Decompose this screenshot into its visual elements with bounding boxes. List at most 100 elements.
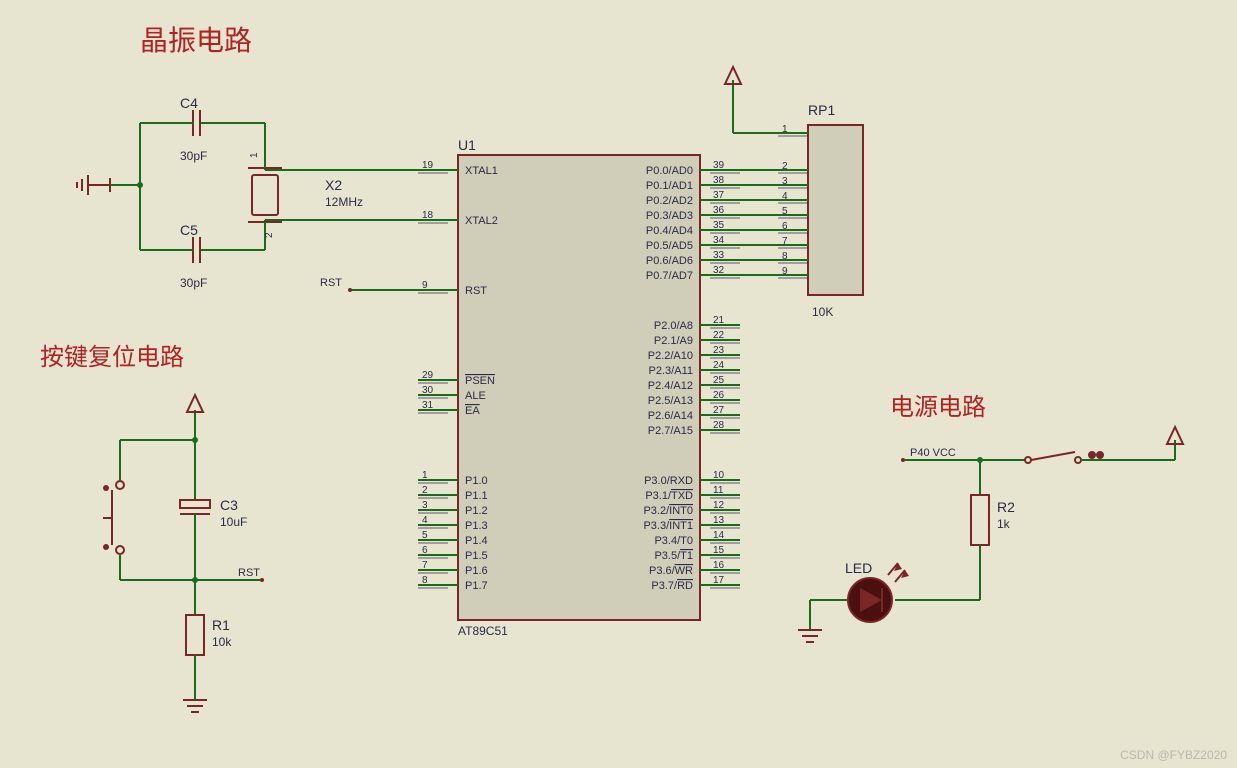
crystal-x2: 1 2 X2 12MHz [248, 150, 363, 240]
crystal-circuit: 1 2 X2 12MHz C4 30pF C5 30pF [77, 95, 418, 290]
svg-text:24: 24 [713, 360, 725, 371]
svg-text:35: 35 [713, 220, 725, 231]
watermark: CSDN @FYBZ2020 [1120, 748, 1227, 762]
svg-text:P2.7/A15: P2.7/A15 [648, 425, 693, 437]
svg-text:P1.4: P1.4 [465, 535, 488, 547]
reset-circuit: C3 10uF RST R1 10k [103, 395, 264, 712]
svg-text:16: 16 [713, 560, 725, 571]
svg-text:P0.1/AD1: P0.1/AD1 [646, 180, 693, 192]
svg-text:P1.5: P1.5 [465, 550, 488, 562]
section-crystal-title: 晶振电路 [140, 25, 252, 56]
svg-text:P0.7/AD7: P0.7/AD7 [646, 270, 693, 282]
c4-ref: C4 [180, 95, 198, 111]
svg-text:P0.6/AD6: P0.6/AD6 [646, 255, 693, 267]
section-reset-title: 按键复位电路 [40, 344, 184, 371]
section-power-title: 电源电路 [890, 394, 986, 421]
svg-text:RST: RST [465, 285, 487, 297]
svg-text:P0.4/AD4: P0.4/AD4 [646, 225, 693, 237]
svg-text:38: 38 [713, 175, 725, 186]
svg-text:6: 6 [782, 221, 788, 232]
svg-text:P3.7/RD: P3.7/RD [651, 580, 693, 592]
svg-text:8: 8 [422, 575, 428, 586]
svg-text:36: 36 [713, 205, 725, 216]
resistor-r2: R2 1k [971, 457, 1015, 600]
r1-ref: R1 [212, 617, 230, 633]
svg-text:P3.3/INT1: P3.3/INT1 [643, 520, 693, 532]
led: LED [810, 560, 980, 622]
svg-text:P2.5/A13: P2.5/A13 [648, 395, 693, 407]
power-circuit: P40 VCC R2 1k [798, 427, 1183, 642]
ground-crystal [77, 175, 110, 195]
svg-text:PSEN: PSEN [465, 375, 495, 387]
svg-text:39: 39 [713, 160, 725, 171]
led-ref: LED [845, 560, 872, 576]
cap-c3: C3 10uF [180, 440, 247, 580]
u1-ref: U1 [458, 137, 476, 153]
svg-text:P2.3/A11: P2.3/A11 [649, 365, 693, 377]
net-rst-label: RST [238, 567, 260, 579]
svg-text:RST: RST [320, 277, 342, 289]
push-button [103, 440, 124, 580]
c3-ref: C3 [220, 497, 238, 513]
ic-u1: U1 AT89C51 19XTAL118XTAL29RST29PSEN30ALE… [418, 137, 740, 638]
svg-text:3: 3 [422, 500, 428, 511]
p40vcc-label: P40 VCC [910, 447, 956, 459]
svg-text:2: 2 [422, 485, 428, 496]
c3-value: 10uF [220, 515, 247, 529]
svg-text:2: 2 [782, 161, 788, 172]
svg-text:P3.0/RXD: P3.0/RXD [644, 475, 693, 487]
svg-text:P1.6: P1.6 [465, 565, 488, 577]
svg-text:33: 33 [713, 250, 725, 261]
svg-text:P2.6/A14: P2.6/A14 [648, 410, 693, 422]
svg-text:19: 19 [422, 160, 434, 171]
svg-text:P1.3: P1.3 [465, 520, 488, 532]
svg-text:2: 2 [264, 232, 275, 238]
cap-c4: C4 30pF [140, 95, 215, 163]
svg-text:P0.2/AD2: P0.2/AD2 [646, 195, 693, 207]
svg-text:P0.5/AD5: P0.5/AD5 [646, 240, 693, 252]
svg-text:34: 34 [713, 235, 725, 246]
svg-text:25: 25 [713, 375, 725, 386]
c4-value: 30pF [180, 149, 207, 163]
r2-value: 1k [997, 517, 1011, 531]
svg-text:14: 14 [713, 530, 725, 541]
svg-text:P0.0/AD0: P0.0/AD0 [646, 165, 693, 177]
ground-reset [183, 700, 207, 712]
svg-text:26: 26 [713, 390, 725, 401]
svg-text:P2.1/A9: P2.1/A9 [654, 335, 693, 347]
svg-text:13: 13 [713, 515, 725, 526]
svg-text:1: 1 [422, 470, 428, 481]
svg-text:21: 21 [713, 315, 725, 326]
svg-text:P3.6/WR: P3.6/WR [649, 565, 693, 577]
svg-text:10: 10 [713, 470, 725, 481]
ground-power [798, 600, 822, 642]
svg-text:5: 5 [422, 530, 428, 541]
svg-text:P3.1/TXD: P3.1/TXD [645, 490, 693, 502]
svg-text:7: 7 [422, 560, 428, 571]
resistor-r1: R1 10k [186, 580, 232, 700]
svg-text:P2.0/A8: P2.0/A8 [654, 320, 693, 332]
svg-text:32: 32 [713, 265, 725, 276]
r1-value: 10k [212, 635, 232, 649]
svg-text:9: 9 [782, 266, 788, 277]
svg-text:4: 4 [782, 191, 788, 202]
svg-text:P3.4/T0: P3.4/T0 [654, 535, 693, 547]
svg-text:28: 28 [713, 420, 725, 431]
svg-text:EA: EA [465, 405, 480, 417]
net-rst-ic: RST [320, 277, 418, 292]
svg-text:P1.7: P1.7 [465, 580, 488, 592]
svg-text:11: 11 [713, 485, 724, 496]
c5-value: 30pF [180, 276, 207, 290]
svg-text:1: 1 [249, 152, 260, 158]
svg-text:27: 27 [713, 405, 725, 416]
x2-value: 12MHz [325, 195, 363, 209]
svg-text:P2.4/A12: P2.4/A12 [648, 380, 693, 392]
svg-text:P3.5/T1: P3.5/T1 [654, 550, 693, 562]
svg-text:3: 3 [782, 176, 788, 187]
cap-c5: C5 30pF [140, 222, 215, 290]
svg-text:XTAL2: XTAL2 [465, 215, 498, 227]
svg-text:4: 4 [422, 515, 428, 526]
vcc-power [1140, 427, 1183, 460]
u1-value: AT89C51 [458, 624, 508, 638]
svg-text:8: 8 [782, 251, 788, 262]
